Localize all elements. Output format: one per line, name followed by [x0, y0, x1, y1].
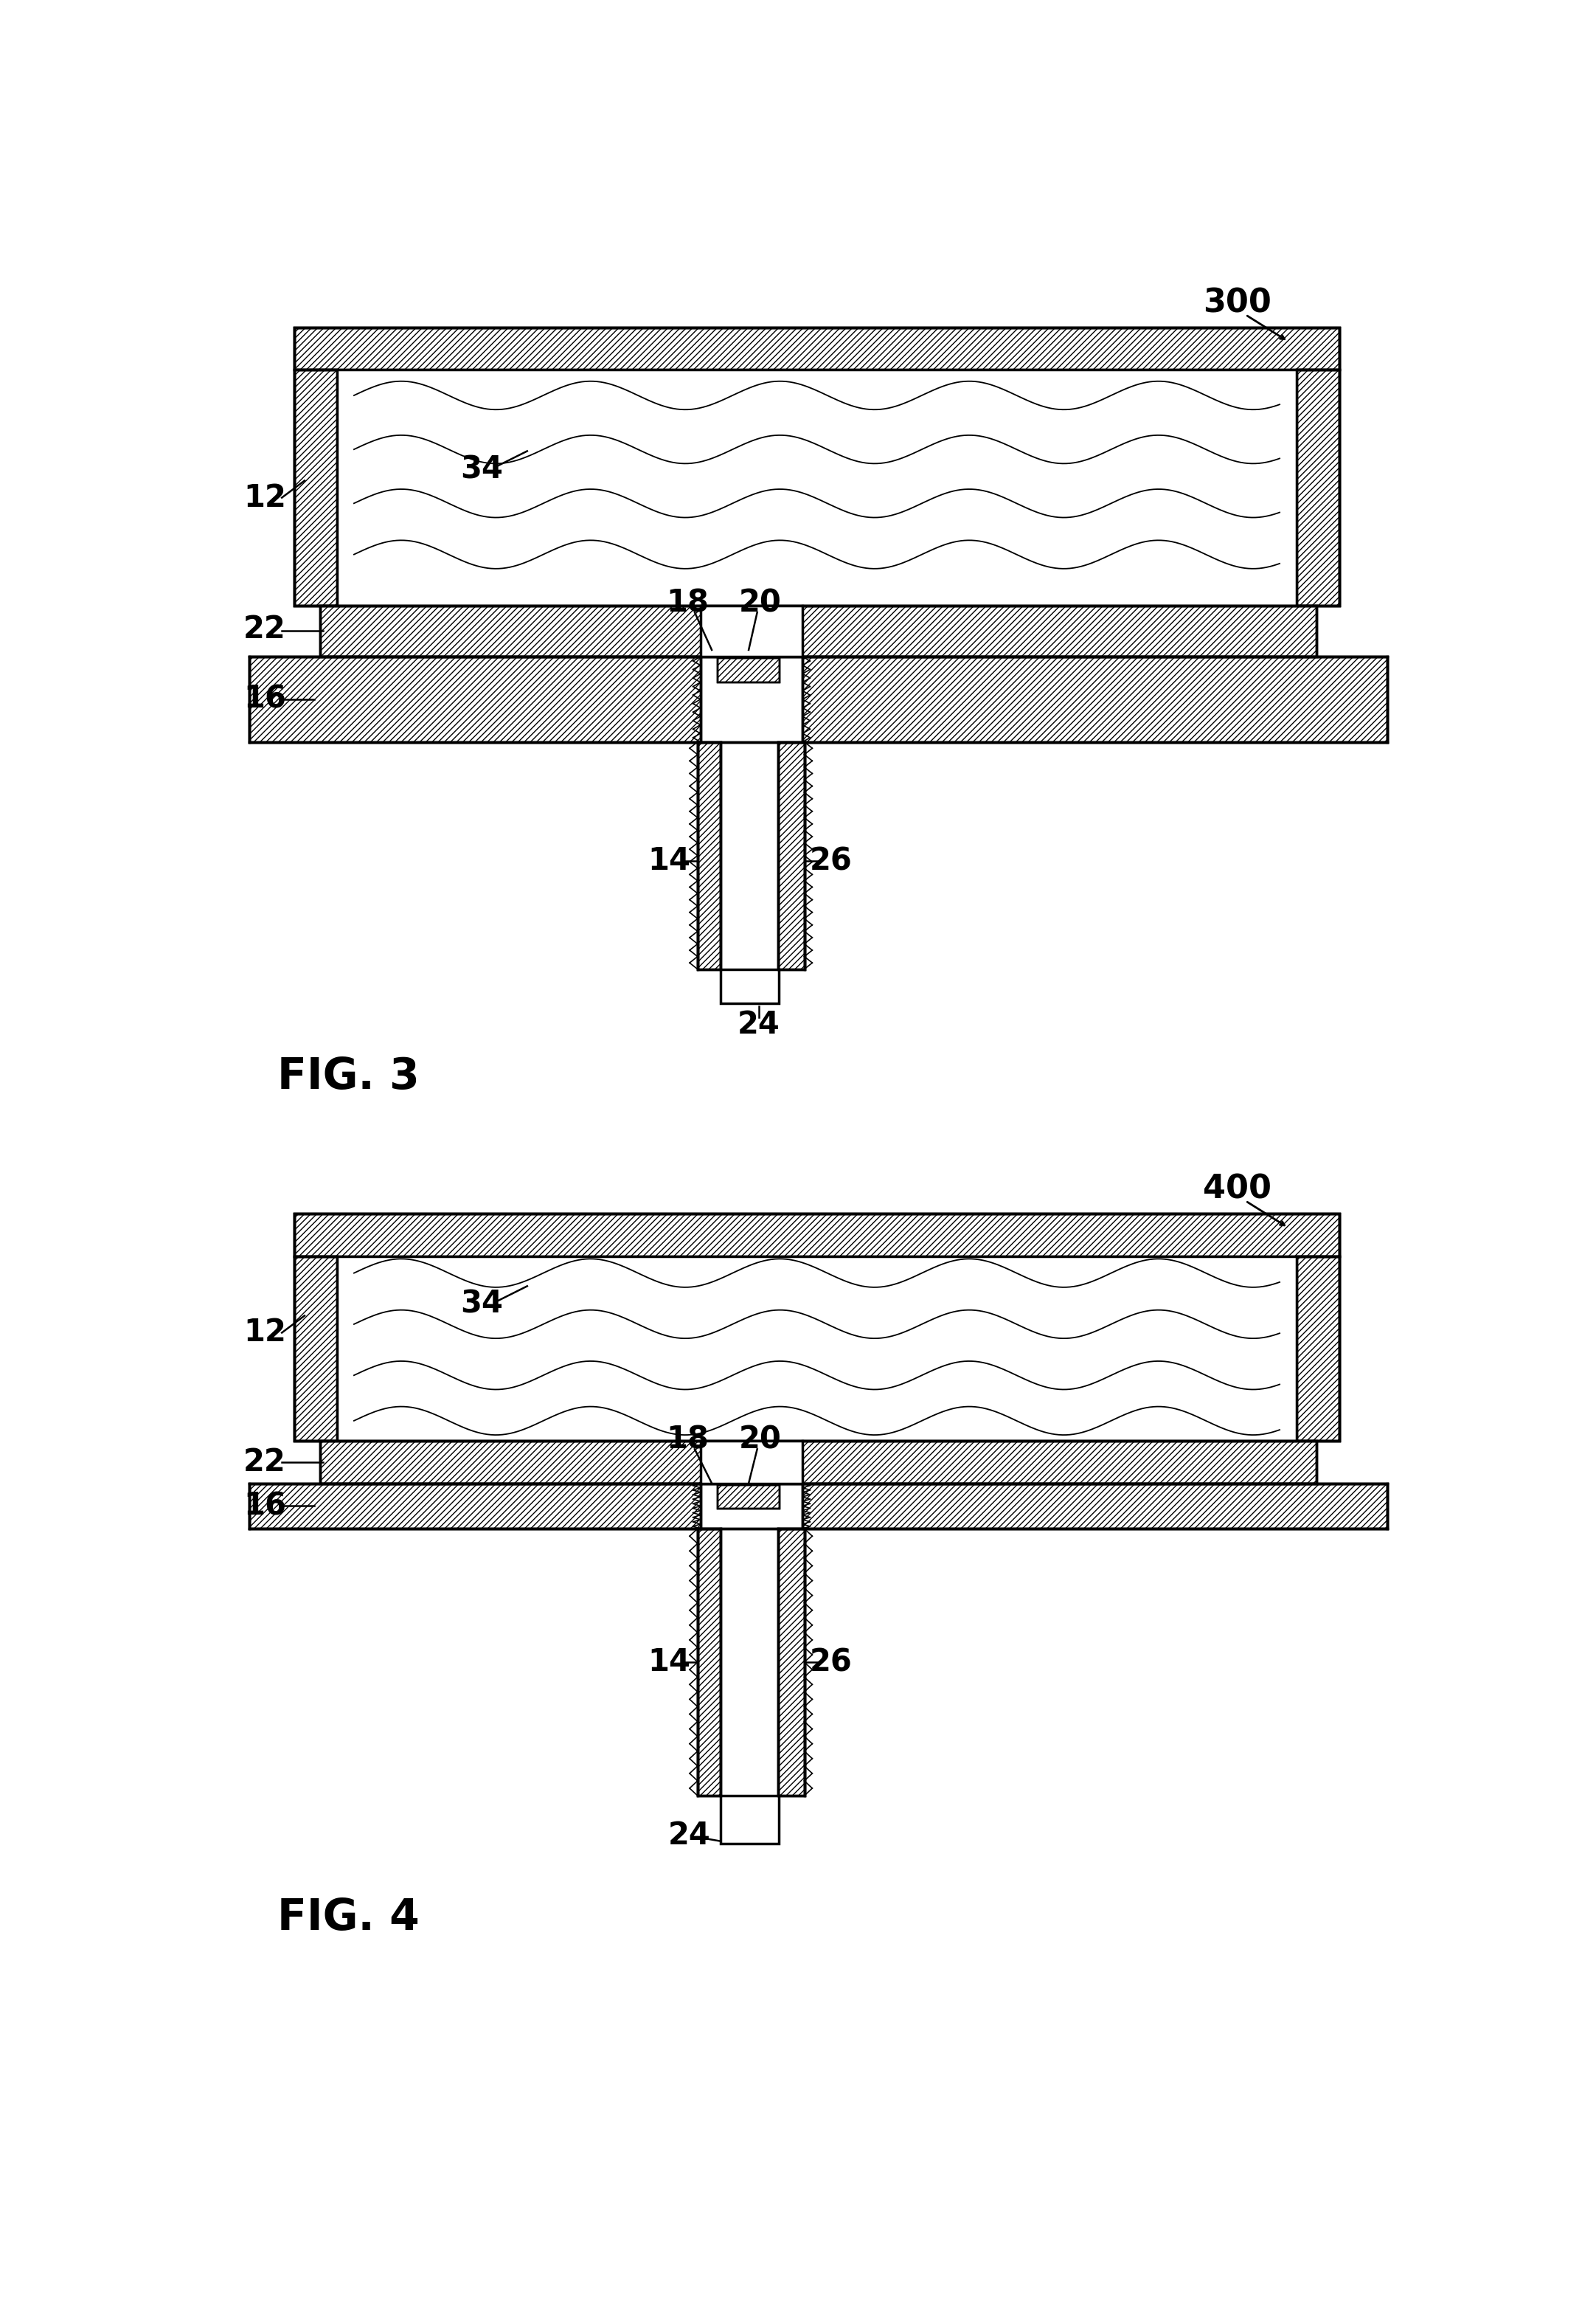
Bar	[697, 741, 720, 969]
Bar	[294, 327, 1339, 370]
Bar	[294, 1213, 1339, 1256]
Text: 34: 34	[460, 453, 503, 486]
Bar	[1296, 1256, 1339, 1440]
Bar	[718, 658, 780, 683]
Bar	[249, 656, 701, 741]
Bar	[337, 1256, 1296, 1440]
Text: 12: 12	[244, 483, 286, 513]
Text: 14: 14	[648, 847, 691, 877]
Text: 300: 300	[1203, 288, 1272, 320]
Text: 20: 20	[739, 587, 782, 619]
Bar	[294, 1213, 1339, 1440]
Text: 26: 26	[809, 847, 852, 877]
Bar	[294, 370, 337, 605]
Bar	[718, 658, 780, 683]
Text: 16: 16	[244, 683, 286, 716]
Text: FIG. 3: FIG. 3	[278, 1056, 420, 1098]
Bar	[697, 1528, 720, 1795]
Bar	[720, 1528, 779, 1795]
Bar	[720, 741, 779, 969]
Bar	[697, 1528, 720, 1795]
Text: 20: 20	[739, 1424, 782, 1454]
Bar	[319, 605, 1317, 656]
Bar	[718, 1484, 780, 1509]
Text: 22: 22	[244, 1447, 286, 1477]
Text: 16: 16	[244, 1491, 286, 1521]
Bar	[803, 656, 1387, 741]
Bar	[294, 1256, 337, 1440]
Bar	[779, 1528, 804, 1795]
Bar	[720, 1795, 779, 1843]
Bar	[1296, 370, 1339, 605]
Bar	[294, 1256, 337, 1440]
Bar	[701, 605, 803, 656]
Text: 14: 14	[648, 1648, 691, 1677]
Bar	[249, 656, 701, 741]
Bar	[294, 1213, 1339, 1256]
Bar	[803, 1484, 1387, 1528]
Bar	[319, 605, 1317, 656]
Bar	[720, 1795, 779, 1843]
Bar	[803, 656, 1387, 741]
Bar	[779, 741, 804, 969]
Text: FIG. 4: FIG. 4	[278, 1896, 420, 1940]
Bar	[720, 969, 779, 1003]
Bar	[294, 327, 1339, 605]
Bar	[249, 1484, 701, 1528]
Bar	[1296, 370, 1339, 605]
Text: 24: 24	[667, 1820, 710, 1850]
Bar	[779, 1528, 804, 1795]
Bar	[1296, 1256, 1339, 1440]
Bar	[720, 969, 779, 1003]
Text: 34: 34	[460, 1289, 503, 1321]
Bar	[697, 741, 720, 969]
Text: 24: 24	[737, 1010, 780, 1040]
Text: 400: 400	[1203, 1174, 1272, 1206]
Bar	[249, 1484, 701, 1528]
Text: 26: 26	[809, 1648, 852, 1677]
Bar	[319, 1440, 1317, 1484]
Bar	[319, 1440, 1317, 1484]
Bar	[294, 327, 1339, 370]
Bar	[294, 370, 337, 605]
Bar	[803, 1484, 1387, 1528]
Text: 18: 18	[666, 587, 709, 619]
Text: 18: 18	[666, 1424, 709, 1454]
Bar	[337, 370, 1296, 605]
Text: 12: 12	[244, 1316, 286, 1348]
Text: 22: 22	[244, 614, 286, 644]
Bar	[779, 741, 804, 969]
Bar	[718, 1484, 780, 1509]
Bar	[701, 1440, 803, 1484]
